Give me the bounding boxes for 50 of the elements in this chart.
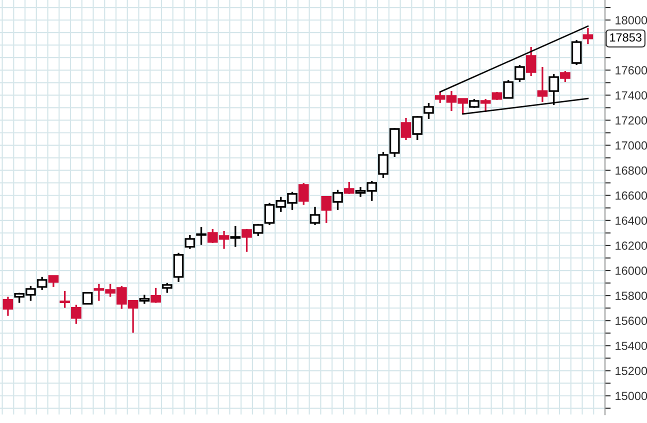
y-tick-label: 17000 [616,141,647,150]
y-tick-label: 16600 [616,191,647,200]
candlestick [252,223,264,237]
candlestick [298,182,309,206]
y-tick-label: 16400 [616,216,647,225]
candlestick [582,27,594,45]
candlestick [503,79,514,99]
y-tick-label: 15000 [616,392,647,400]
candlestick [36,276,48,291]
candlestick [139,294,150,305]
candlestick [2,296,14,317]
candlestick [412,115,423,141]
candlestick [537,66,548,103]
candlestick [480,98,491,113]
annotation: 17853 [610,33,642,42]
candlestick [344,181,354,195]
y-tick-label: 16000 [616,266,647,275]
y-tick-label: 15200 [616,366,647,376]
candlestick [560,70,570,83]
candlestick [424,102,434,120]
y-tick-label: 17200 [616,116,647,125]
y-tick-label: 18000 [616,16,647,24]
y-tick-label: 15600 [616,316,647,326]
candlestick [400,117,412,141]
candlestick [162,282,172,294]
candlestick [321,196,332,224]
candlestick [514,64,525,83]
candlestick [230,225,241,248]
y-tick-label: 17400 [616,91,647,100]
y-tick-label: 17600 [616,66,647,75]
candlestick [571,39,582,66]
candlestick [310,206,320,226]
candlestick [150,287,161,304]
candlestick [332,189,343,211]
y-tick-label: 15800 [616,292,647,300]
candlestick [60,290,70,309]
candlestick [242,228,252,253]
candlestick [173,252,184,283]
candlestick [82,292,93,305]
y-tick-label: 15400 [616,342,647,350]
candlestick [184,234,196,250]
y-tick-label: 16800 [616,166,647,175]
candlestick [71,304,82,325]
y-tick-label: 16200 [616,242,647,250]
candlestick [378,151,388,179]
candlestick [389,127,400,158]
candlestick [196,226,206,246]
candlestick [526,46,536,77]
candlestick [48,275,59,288]
candlestick [469,98,480,109]
